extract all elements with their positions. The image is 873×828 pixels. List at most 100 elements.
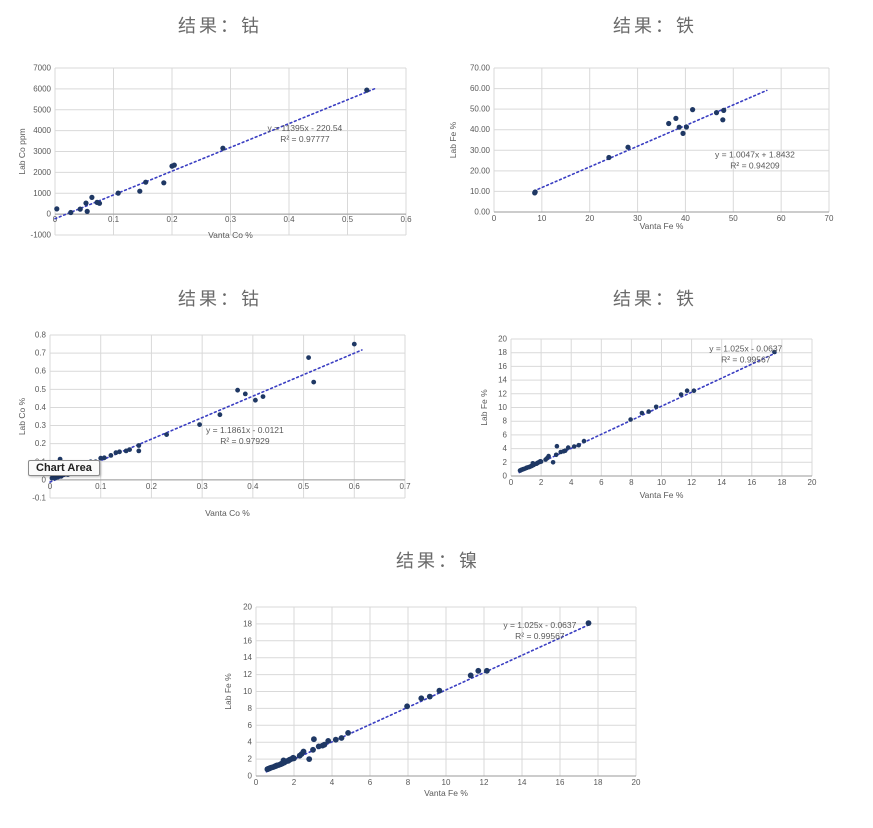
r-squared-label: R² = 0.99567 — [721, 354, 771, 364]
gridlines — [493, 67, 830, 213]
x-tick-label: 0 — [53, 215, 58, 224]
y-tick-label: 12 — [498, 389, 507, 398]
nickel-plot: 0 2 4 6 8 10 12 14 16 18 20 0 2 4 6 8 10 12 14 16 18 20 y = 1.… — [223, 603, 641, 799]
y-axis-title: Lab Fe % — [448, 121, 458, 158]
x-tick-label: 12 — [480, 778, 489, 787]
x-tick-label: 4 — [569, 478, 574, 487]
equation-label: y = 1.1861x - 0.0121 — [206, 425, 284, 435]
equation-label: y = 11395x - 220.54 — [268, 123, 343, 133]
x-tick-label: 0 — [492, 214, 497, 223]
x-tick-label: 0 — [509, 478, 514, 487]
gridlines — [510, 338, 813, 477]
iron-pct-chart-top: 结果：铁 0.00 10.00 20.00 30.00 40.00 50.00 60.00 7… — [443, 8, 867, 258]
x-tick-label: 16 — [747, 478, 756, 487]
x-tick-label: 20 — [632, 778, 641, 787]
chart-title: 结果：铁 — [613, 289, 697, 310]
x-tick-label: 20 — [808, 478, 817, 487]
cobalt-pct-chart: 结果：钴 -0.100.10.20.30.40.50.60.70.800.10.… — [8, 281, 432, 533]
x-tick-label: 20 — [585, 214, 594, 223]
y-tick-label: 10 — [498, 403, 507, 412]
y-axis-title: Lab Fe % — [479, 389, 489, 426]
x-tick-label: 30 — [633, 214, 642, 223]
x-tick-label: 60 — [777, 214, 786, 223]
y-tick-label: 7000 — [33, 64, 51, 73]
x-tick-label: 6 — [368, 778, 373, 787]
y-tick-label: -1000 — [31, 231, 52, 240]
y-tick-label: 0.2 — [35, 439, 47, 448]
y-tick-label: 5000 — [33, 105, 51, 114]
y-tick-label: 30.00 — [470, 146, 491, 155]
y-tick-label: 4 — [248, 738, 253, 747]
r-squared-label: R² = 0.97777 — [280, 134, 330, 144]
y-tick-label: 20.00 — [470, 166, 491, 175]
y-tick-label: 2 — [503, 458, 508, 467]
trendline — [532, 89, 768, 192]
x-tick-label: 8 — [629, 478, 634, 487]
y-tick-label: 0.6 — [35, 367, 47, 376]
y-tick-label: 0 — [42, 475, 47, 484]
x-tick-label: 0.5 — [342, 215, 354, 224]
y-tick-label: 20 — [243, 603, 252, 612]
y-tick-label: 1000 — [33, 189, 51, 198]
x-tick-label: 0.4 — [283, 215, 295, 224]
data-points — [54, 87, 370, 216]
y-tick-label: 3000 — [33, 147, 51, 156]
y-tick-label: 18 — [498, 348, 507, 357]
iron-pct-plot-mid: 0 2 4 6 8 10 12 14 16 18 20 0 2 4 6 8 10 12 14 16 18 20 y = 1.… — [479, 335, 817, 501]
y-tick-label: 4 — [503, 444, 508, 453]
y-tick-label: 0 — [47, 210, 52, 219]
cobalt-pct-plot: -0.100.10.20.30.40.50.60.70.800.10.20.30… — [17, 331, 411, 519]
y-tick-label: 10.00 — [470, 187, 491, 196]
y-tick-label: 10 — [243, 687, 252, 696]
y-tick-label: 0.3 — [35, 421, 47, 430]
x-tick-label: 8 — [406, 778, 411, 787]
chart-title: 结果：钴 — [178, 16, 262, 37]
x-tick-label: 70 — [825, 214, 834, 223]
r-squared-label: R² = 0.97929 — [220, 436, 270, 446]
nickel-chart: 结果：镍 0 2 4 6 8 10 12 14 16 18 20 0 2 4 6 8 10 12 14 16 18 20 y… — [216, 543, 660, 826]
y-tick-label: 60.00 — [470, 84, 491, 93]
x-tick-label: 0.1 — [95, 482, 107, 491]
y-tick-label: 0.8 — [35, 331, 47, 340]
y-axis-title: Lab Co % — [17, 397, 27, 435]
y-tick-label: 0 — [248, 772, 253, 781]
y-axis-title: Lab Fe % — [223, 673, 233, 710]
x-tick-label: 10 — [442, 778, 451, 787]
gridlines — [54, 67, 407, 236]
x-tick-label: 6 — [599, 478, 604, 487]
x-tick-label: 18 — [594, 778, 603, 787]
x-tick-label: 12 — [687, 478, 696, 487]
iron-pct-chart-mid: 结果：铁 0 2 4 6 8 10 12 14 16 18 20 0 2 4 6 8 10 12 14 16 18 20 y… — [443, 281, 867, 529]
y-axis-title: Lab Co ppm — [17, 128, 27, 174]
y-tick-label: 16 — [243, 636, 252, 645]
x-tick-label: 2 — [539, 478, 544, 487]
iron-pct-plot-top: 0.00 10.00 20.00 30.00 40.00 50.00 60.00 70.00 0… — [448, 64, 834, 232]
x-tick-label: 0.1 — [108, 215, 120, 224]
gridlines — [255, 606, 637, 777]
x-tick-label: 40 — [681, 214, 690, 223]
x-axis-title: Vanta Fe % — [640, 221, 684, 231]
y-tick-label: 0.7 — [35, 349, 47, 358]
y-tick-label: 16 — [498, 362, 507, 371]
y-tick-label: 50.00 — [470, 105, 491, 114]
x-tick-label: 50 — [729, 214, 738, 223]
x-tick-label: 0.6 — [349, 482, 361, 491]
y-tick-label: 14 — [498, 376, 507, 385]
equation-label: y = 1.025x - 0.0637 — [709, 343, 782, 353]
x-tick-label: 4 — [330, 778, 335, 787]
equation-label: y = 1.025x - 0.0637 — [503, 620, 576, 630]
x-tick-label: 0.4 — [247, 482, 259, 491]
y-tick-label: 12 — [243, 670, 252, 679]
x-tick-label: 0.2 — [146, 482, 158, 491]
x-tick-label: 18 — [777, 478, 786, 487]
x-tick-label: 10 — [537, 214, 546, 223]
y-tick-label: 6 — [503, 430, 508, 439]
x-tick-label: 16 — [556, 778, 565, 787]
r-squared-label: R² = 0.94209 — [730, 160, 780, 170]
chart-title: 结果：镍 — [396, 551, 480, 572]
y-tick-label: 0.00 — [474, 208, 490, 217]
x-tick-label: 10 — [657, 478, 666, 487]
y-tick-label: 4000 — [33, 126, 51, 135]
cobalt-ppm-chart: 结果：钴 -1000 0 1000 2000 3000 4000 5000 6000 7000 0… — [8, 8, 432, 258]
x-tick-label: 14 — [717, 478, 726, 487]
